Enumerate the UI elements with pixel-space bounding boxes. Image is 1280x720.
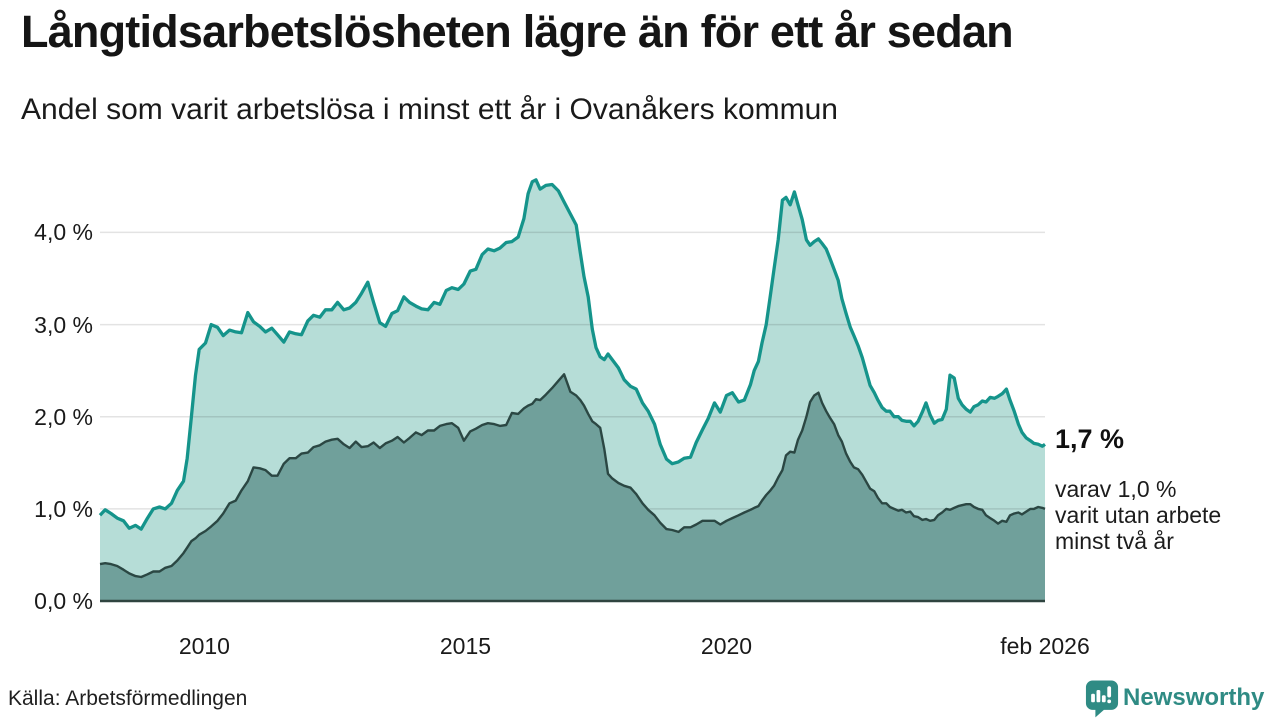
- breakdown-annotation: varav 1,0 % varit utan arbete minst två …: [1055, 476, 1221, 554]
- breakdown-line: varav 1,0 %: [1055, 476, 1177, 502]
- brand-wordmark: Newsworthy: [1123, 684, 1265, 711]
- logo-bar-medium: [1101, 695, 1106, 703]
- x-axis-tick-label: feb 2026: [1000, 633, 1090, 659]
- y-axis-tick-label: 1,0 %: [34, 495, 93, 522]
- y-axis-tick-label: 4,0 %: [34, 219, 93, 246]
- y-axis-tick-label: 2,0 %: [34, 403, 93, 430]
- source-attribution: Källa: Arbetsförmedlingen: [8, 687, 248, 710]
- logo-exclamation-bar: [1107, 686, 1112, 698]
- series-fill-min-2yr: [100, 374, 1045, 601]
- breakdown-line: minst två år: [1055, 528, 1174, 554]
- newsworthy-logo-icon: [1085, 680, 1119, 718]
- logo-bar-small: [1091, 693, 1095, 703]
- x-axis-tick-label: 2010: [178, 633, 230, 659]
- page-title: Långtidsarbetslösheten lägre än för ett …: [21, 6, 1014, 57]
- logo-bar-tall: [1096, 690, 1101, 703]
- series-line-min-1yr: [98, 178, 1046, 531]
- x-axis-tick-label: 2020: [700, 633, 753, 659]
- page-subtitle: Andel som varit arbetslösa i minst ett å…: [21, 93, 838, 126]
- logo-exclamation-dot: [1107, 699, 1112, 704]
- series-line-min-2yr: [99, 373, 1046, 579]
- y-axis-tick-label: 3,0 %: [34, 311, 93, 338]
- latest-value-label: 1,7 %: [1055, 424, 1125, 454]
- breakdown-line: varit utan arbete: [1055, 502, 1222, 528]
- y-axis-tick-label: 0,0 %: [34, 588, 93, 614]
- x-axis-tick-label: 2015: [439, 633, 492, 659]
